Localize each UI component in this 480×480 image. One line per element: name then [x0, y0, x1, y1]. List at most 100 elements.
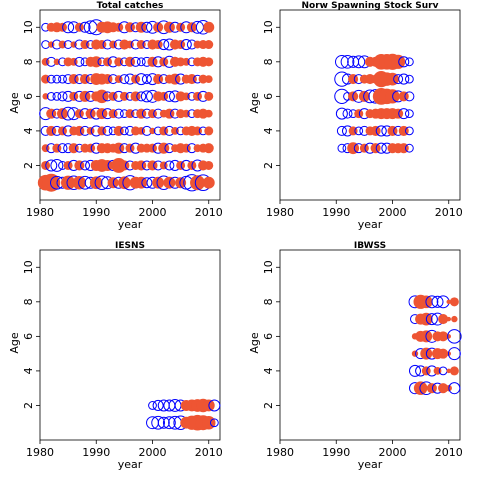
bubble-positive [451, 315, 458, 323]
bubble-series [408, 294, 462, 396]
bubble-positive [89, 176, 103, 190]
bubble-negative [342, 108, 353, 119]
bubble-positive [193, 91, 202, 101]
bubble-negative [375, 125, 387, 137]
x-tick-label: 1980 [26, 446, 54, 459]
bubble-positive [393, 108, 404, 119]
bubble-positive [413, 381, 428, 395]
bubble-negative [431, 295, 444, 308]
bubble-positive [126, 40, 134, 49]
bubble-positive [74, 22, 84, 32]
bubble-negative [398, 56, 410, 68]
bubble-negative [52, 91, 62, 101]
bubble-series [334, 53, 415, 155]
bubble-positive [426, 383, 437, 394]
bubble-positive [175, 91, 186, 102]
bubble-negative [340, 54, 355, 69]
y-tick-label: 8 [262, 58, 275, 65]
x-axis-label: year [118, 218, 143, 231]
y-tick-label: 4 [262, 127, 275, 134]
bubble-negative [52, 74, 62, 84]
bubble-negative [163, 90, 175, 102]
chart-panel-2: Norw Spawning Stock Surv 1980 1990 2000 2010… [248, 1, 463, 231]
bubble-positive [204, 75, 213, 83]
bubble-positive [74, 160, 85, 171]
x-tick-label: 2000 [379, 446, 407, 459]
bubble-negative [448, 382, 461, 395]
x-tick-label: 1990 [82, 446, 110, 459]
bubble-positive [124, 22, 136, 33]
bubble-positive [136, 108, 147, 119]
bubble-negative [148, 401, 157, 410]
bubble-positive [204, 91, 214, 101]
bubble-negative [447, 329, 462, 344]
bubble-negative [404, 74, 414, 84]
bubble-positive [58, 126, 67, 136]
bubble-positive [131, 126, 141, 136]
bubble-positive [176, 57, 186, 67]
bubble-negative [158, 39, 170, 51]
bubble-negative [119, 74, 130, 85]
y-tick-label: 4 [262, 367, 275, 374]
y-tick-label: 2 [22, 402, 35, 409]
bubble-positive [163, 21, 175, 33]
bubble-positive [136, 160, 147, 171]
bubble-negative [425, 313, 438, 326]
bubble-positive [347, 142, 360, 155]
bubble-negative [46, 74, 56, 84]
bubble-negative [162, 416, 176, 430]
bubble-positive [113, 142, 125, 154]
bubble-positive [348, 74, 359, 85]
bubble-negative [404, 91, 415, 102]
bubble-positive [204, 40, 214, 50]
bubble-positive [130, 91, 141, 102]
bubble-positive [109, 40, 118, 49]
bubble-negative [113, 108, 124, 119]
bubble-positive [202, 176, 215, 189]
bubble-negative [180, 39, 192, 51]
bubble-positive [135, 176, 148, 189]
bubble-positive [204, 57, 214, 67]
bubble-positive [159, 126, 169, 136]
bubble-positive [135, 21, 147, 33]
bubble-positive [370, 125, 381, 136]
bubble-positive [176, 40, 186, 50]
y-tick-label: 10 [262, 20, 275, 34]
bubble-positive [72, 175, 87, 190]
x-axis-label: year [118, 458, 143, 471]
bubble-negative [157, 416, 170, 429]
bubble-negative [393, 74, 404, 85]
bubble-positive [202, 415, 216, 430]
bubble-positive [438, 383, 449, 394]
bubble-positive [204, 160, 214, 170]
x-tick-label: 2000 [379, 206, 407, 219]
bubble-negative [58, 74, 67, 84]
y-tick-label: 6 [262, 333, 275, 340]
bubble-negative [140, 90, 153, 103]
bubble-negative [375, 142, 387, 154]
x-tick-label: 1980 [266, 446, 294, 459]
bubble-positive [446, 299, 451, 305]
x-tick-label: 2010 [435, 446, 463, 459]
x-axis-label: year [358, 458, 383, 471]
bubble-negative [404, 109, 414, 119]
bubble-positive [61, 175, 76, 190]
bubble-negative [141, 177, 153, 189]
bubble-negative [404, 57, 414, 67]
bubble-negative [45, 159, 58, 172]
bubble-positive [169, 73, 181, 85]
bubble-positive [203, 143, 214, 154]
chart-title: Norw Spawning Stock Surv [301, 1, 438, 11]
bubble-positive [86, 127, 95, 135]
bubble-negative [57, 143, 68, 154]
bubble-positive [63, 160, 73, 170]
bubble-positive [387, 125, 398, 136]
bubble-negative [336, 125, 347, 136]
bubble-positive [446, 368, 451, 374]
bubble-positive [96, 108, 108, 120]
bubble-negative [130, 56, 141, 67]
bubble-positive [176, 109, 186, 119]
bubble-positive [52, 143, 62, 153]
y-tick-label: 4 [22, 127, 35, 134]
